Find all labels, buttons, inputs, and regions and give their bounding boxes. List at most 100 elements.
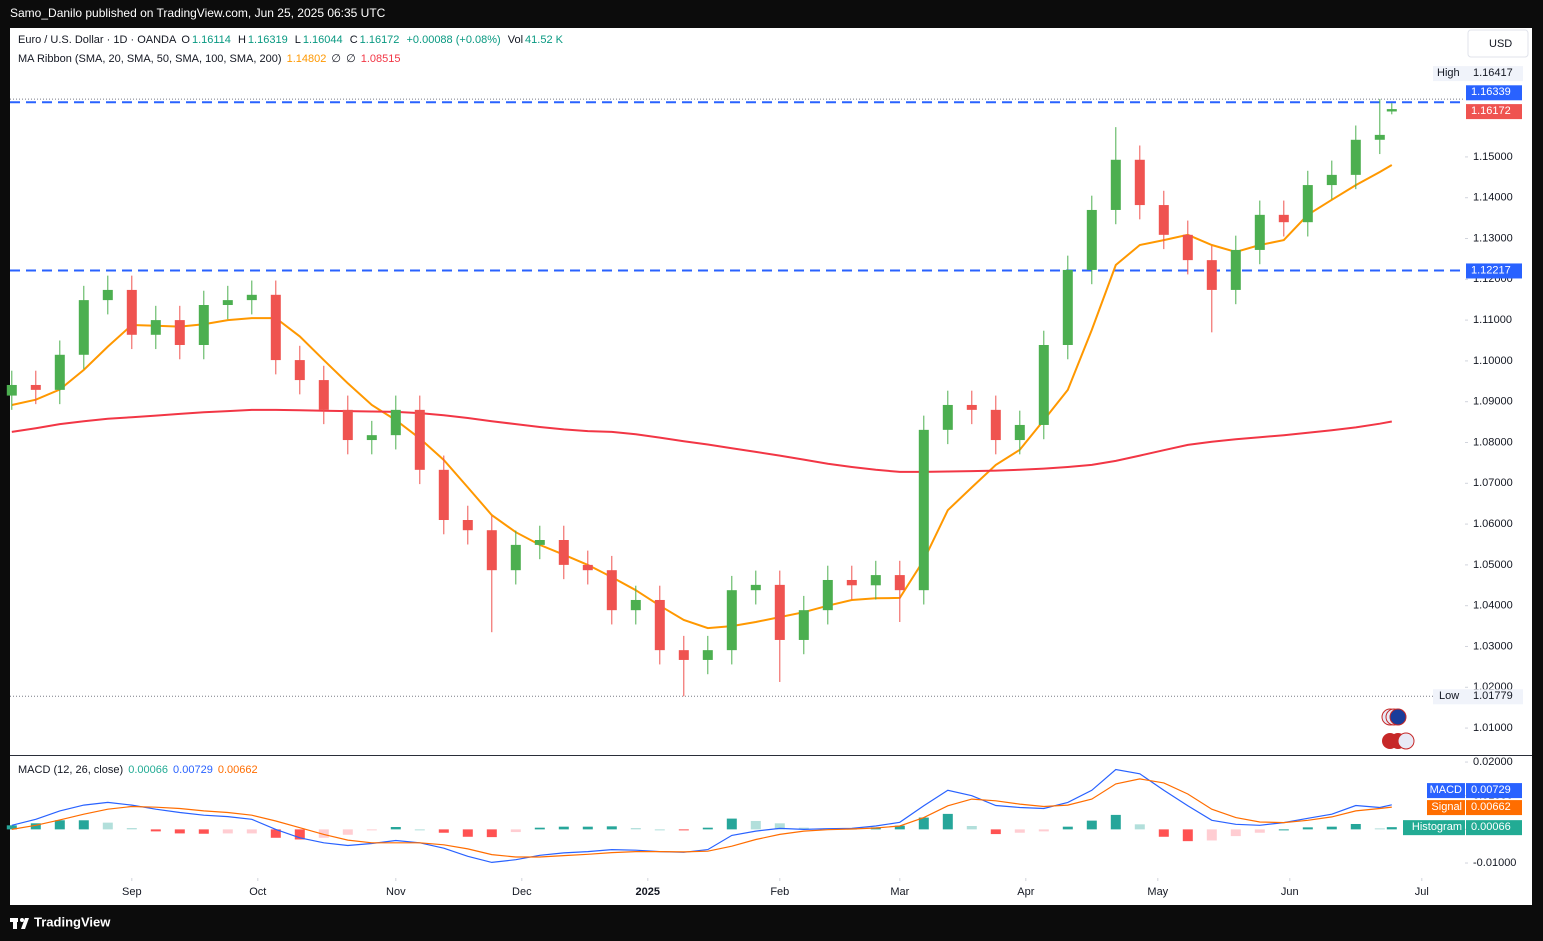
macd-line xyxy=(11,778,1392,858)
x-tick-label: Jun xyxy=(1281,886,1299,898)
histogram-bar xyxy=(750,820,761,830)
macd-value: 0.00662 xyxy=(217,764,258,776)
candle-body xyxy=(222,300,233,306)
candle-body xyxy=(270,294,281,361)
histogram-bar xyxy=(1158,829,1169,837)
histogram-bar xyxy=(270,829,281,838)
ma-legend: MA Ribbon (SMA, 20, SMA, 50, SMA, 100, S… xyxy=(18,52,402,65)
badge-name: Histogram xyxy=(1412,821,1462,833)
candle-body xyxy=(1182,234,1193,261)
candle-body xyxy=(750,584,761,591)
symbol-title: Euro / U.S. Dollar · 1D · OANDA xyxy=(18,34,177,46)
candle-body xyxy=(126,289,137,335)
histogram-bar xyxy=(1014,829,1025,833)
histogram-bar xyxy=(534,827,545,830)
candle-body xyxy=(318,380,329,410)
histogram-bar xyxy=(1350,823,1361,830)
price-value: 1.16172 xyxy=(1471,105,1511,117)
candle-body xyxy=(774,584,785,640)
ma-na: ∅ xyxy=(331,53,341,65)
histogram-bar xyxy=(390,827,401,830)
candle-body xyxy=(1086,209,1097,270)
histogram-bar xyxy=(174,829,185,834)
histogram-bar xyxy=(246,829,257,834)
candle-body xyxy=(1302,185,1313,223)
histogram-bar xyxy=(294,829,305,840)
y-tick-label: 1.07000 xyxy=(1473,477,1513,489)
candle-body xyxy=(198,305,209,345)
y-tick-label: 1.15000 xyxy=(1473,151,1513,163)
y-tick-label: 1.06000 xyxy=(1473,518,1513,530)
y-tick-label: 0.02000 xyxy=(1473,756,1513,768)
candle-body xyxy=(1374,134,1385,140)
level-value: 1.12217 xyxy=(1471,264,1511,276)
badge-name: MACD xyxy=(1430,784,1462,796)
candle-body xyxy=(606,570,617,611)
candle-body xyxy=(1350,139,1361,175)
candle-body xyxy=(558,540,569,565)
histogram-bar xyxy=(342,829,353,835)
histogram-bar xyxy=(798,827,809,830)
histogram-bar xyxy=(510,829,521,833)
currency-button[interactable] xyxy=(1467,29,1529,58)
ma-value: 1.08515 xyxy=(360,53,401,65)
y-tick-label: 1.14000 xyxy=(1473,192,1513,204)
histogram-bar xyxy=(78,820,89,830)
histogram-bar xyxy=(942,813,953,830)
x-tick-label: Sep xyxy=(122,886,142,898)
histogram-bar xyxy=(678,829,689,831)
histogram-bar xyxy=(102,822,113,830)
histogram-bar xyxy=(1134,824,1145,830)
histogram-bar xyxy=(894,825,905,830)
ohlc-label: L xyxy=(294,34,301,46)
histogram-bar xyxy=(1206,829,1217,841)
histogram-bar xyxy=(1110,814,1121,830)
candle-body xyxy=(1254,214,1265,250)
x-tick-label: Jul xyxy=(1415,886,1429,898)
histogram-bar xyxy=(1062,826,1073,830)
histogram-bar xyxy=(1278,829,1289,831)
x-tick-label: Mar xyxy=(890,886,909,898)
badge-name: Signal xyxy=(1431,801,1462,813)
candle-body xyxy=(1110,159,1121,210)
histogram-bar xyxy=(438,829,449,833)
candle-body xyxy=(918,429,929,591)
ohlc-label: O xyxy=(181,34,190,46)
histogram-bar xyxy=(126,828,137,830)
candle-body xyxy=(846,579,857,586)
histogram-bar xyxy=(1374,828,1385,830)
moving-average xyxy=(11,408,1392,473)
currency[interactable]: USD xyxy=(1489,38,1512,50)
histogram-bar xyxy=(486,829,497,838)
candle-body xyxy=(1230,249,1241,290)
candle-body xyxy=(102,289,113,301)
candle-body xyxy=(630,599,641,611)
candle-body xyxy=(942,404,953,430)
volume-label: Vol xyxy=(507,34,524,46)
candle-body xyxy=(78,300,89,355)
ohlc-value: 1.16044 xyxy=(302,34,343,46)
candle-body xyxy=(510,544,521,571)
ohlc-label: H xyxy=(237,34,246,46)
y-tick-label: 1.10000 xyxy=(1473,355,1513,367)
chart-area xyxy=(10,28,1532,905)
macd-value: 0.00729 xyxy=(173,764,213,776)
histogram-bar xyxy=(1326,826,1337,830)
price-legend: Euro / U.S. Dollar · 1D · OANDA O 1.16114… xyxy=(18,34,567,46)
candle-body xyxy=(1206,260,1217,290)
histogram-bar xyxy=(150,829,161,832)
candle-body xyxy=(990,409,1001,441)
histogram-bar xyxy=(1230,829,1241,837)
candle-body xyxy=(1038,344,1049,425)
change: +0.00088 (+0.08%) xyxy=(406,34,501,46)
ma-value: 1.14802 xyxy=(286,53,327,65)
histogram-bar xyxy=(630,828,641,830)
histogram-bar xyxy=(774,823,785,830)
histogram-bar xyxy=(6,825,17,830)
histogram-bar xyxy=(414,829,425,831)
candle-body xyxy=(726,590,737,651)
candle-body xyxy=(1158,205,1169,235)
candle-body xyxy=(582,564,593,571)
candle-body xyxy=(462,520,473,531)
